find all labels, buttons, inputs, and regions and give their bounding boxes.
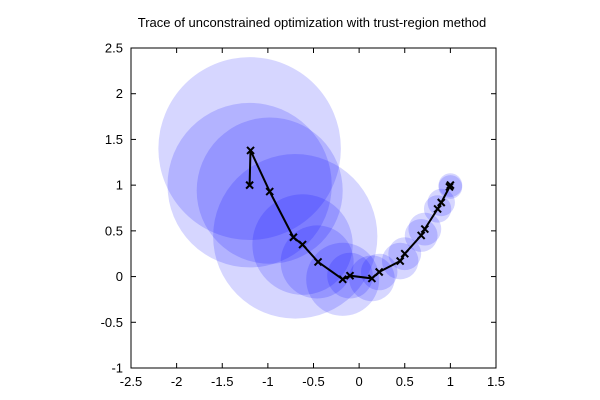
iterate-marker — [367, 274, 377, 283]
iterate-marker-stroke — [395, 256, 405, 266]
x-tick-label: -1 — [262, 374, 274, 389]
iterate-marker — [446, 180, 455, 190]
y-tick-label: 2.5 — [105, 41, 123, 56]
y-tick-label: 0.5 — [105, 223, 123, 238]
iterate-marker — [289, 233, 298, 242]
iterate-marker — [400, 249, 409, 258]
iterate-marker — [395, 256, 405, 266]
y-tick-label: -1 — [111, 361, 123, 376]
trust-regions — [158, 57, 463, 319]
iterate-marker — [265, 187, 274, 196]
x-tick-label: 1.5 — [487, 374, 505, 389]
iterate-marker-stroke — [313, 257, 323, 267]
y-tick-label: -0.5 — [101, 315, 123, 330]
iterate-marker-stroke — [338, 275, 347, 284]
iterate-markers — [245, 146, 455, 284]
y-tick-label: 2 — [116, 86, 123, 101]
iterate-marker-stroke — [289, 233, 298, 242]
iterate-marker-stroke — [433, 204, 442, 214]
iterate-marker — [345, 271, 355, 280]
iterate-marker-stroke — [298, 240, 307, 249]
x-tick-label: -2.5 — [120, 374, 142, 389]
iterate-marker — [298, 240, 307, 249]
iterate-marker — [416, 231, 426, 240]
chart-title: Trace of unconstrained optimization with… — [138, 15, 487, 30]
iterate-marker-stroke — [374, 267, 384, 277]
iterate-marker-stroke — [265, 187, 274, 196]
iterate-marker — [313, 257, 323, 267]
iterate-marker-stroke — [420, 224, 430, 234]
x-tick-label: -0.5 — [302, 374, 324, 389]
iterate-marker-stroke — [345, 271, 355, 280]
iterate-marker — [338, 275, 347, 284]
iterate-marker — [437, 198, 446, 207]
y-tick-label: 0 — [116, 269, 123, 284]
iterate-marker-stroke — [246, 146, 255, 155]
y-tick-label: 1 — [116, 178, 123, 193]
y-tick-label: 1.5 — [105, 132, 123, 147]
iterate-marker-stroke — [400, 249, 409, 258]
iterate-marker-stroke — [446, 180, 455, 190]
x-tick-label: -2 — [171, 374, 183, 389]
iterate-marker — [420, 224, 430, 234]
x-tick-label: -1.5 — [211, 374, 233, 389]
iterate-marker — [245, 180, 254, 190]
x-tick-label: 1 — [447, 374, 454, 389]
axes: -2.5 -2 -1.5 -1 -0.5 0 0.5 1 1.5 -1 -0.5 0 0.5 1 1.5 2 2… — [101, 41, 505, 390]
iterate-marker-stroke — [245, 180, 254, 190]
iterate-marker-stroke — [437, 198, 446, 207]
iterate-marker — [374, 267, 384, 277]
iterate-marker-stroke — [367, 274, 377, 283]
iterate-marker — [433, 204, 442, 214]
iterate-marker-stroke — [416, 231, 426, 240]
x-tick-label: 0 — [356, 374, 363, 389]
iterate-marker — [246, 146, 255, 155]
x-tick-label: 0.5 — [396, 374, 414, 389]
